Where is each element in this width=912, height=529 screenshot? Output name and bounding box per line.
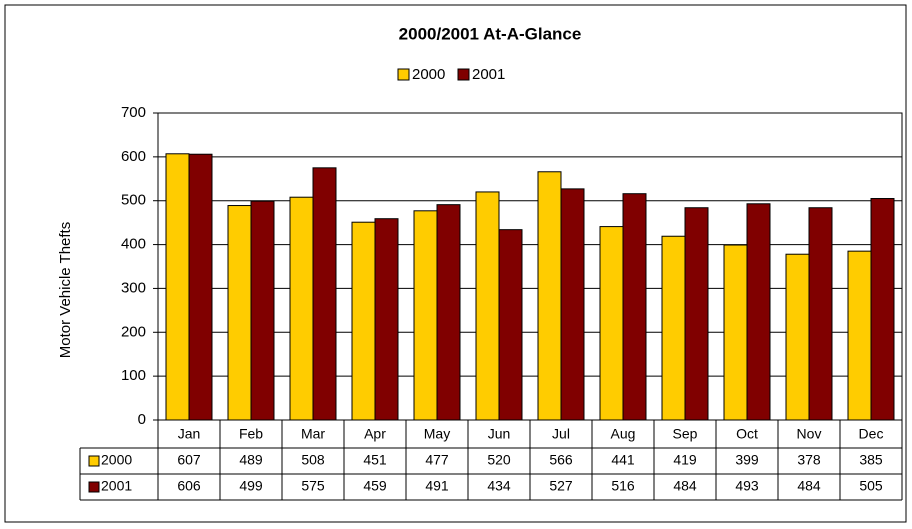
bar <box>723 244 748 421</box>
x-tick-label: Sep <box>673 426 698 442</box>
x-tick-label: Mar <box>301 426 325 442</box>
bar <box>289 196 314 421</box>
bar <box>746 203 771 421</box>
bar <box>475 191 500 421</box>
table-cell: 459 <box>363 478 387 494</box>
table-cell: 575 <box>301 478 325 494</box>
table-row-label: 2001 <box>101 478 132 494</box>
y-tick-label: 300 <box>121 279 146 296</box>
y-tick-label: 200 <box>121 323 146 340</box>
table-cell: 477 <box>425 452 449 468</box>
x-tick-label: Dec <box>859 426 884 442</box>
table-cell: 508 <box>301 452 325 468</box>
bar <box>684 207 709 421</box>
bar <box>374 218 399 421</box>
table-cell: 566 <box>549 452 573 468</box>
bar <box>188 153 213 421</box>
x-tick-label: Jan <box>178 426 201 442</box>
table-cell: 399 <box>735 452 759 468</box>
y-axis-label: Motor Vehicle Thefts <box>57 222 74 358</box>
table-cell: 527 <box>549 478 573 494</box>
bar <box>808 207 833 421</box>
bar <box>165 153 190 421</box>
chart-title: 2000/2001 At-A-Glance <box>399 24 582 43</box>
bar <box>413 210 438 421</box>
table-cell: 378 <box>797 452 821 468</box>
table-cell: 491 <box>425 478 449 494</box>
bar <box>498 229 523 421</box>
table-cell: 385 <box>859 452 883 468</box>
x-tick-label: Jul <box>552 426 570 442</box>
table-cell: 607 <box>177 452 201 468</box>
bar <box>599 226 624 421</box>
bar <box>847 250 872 421</box>
bar <box>537 171 562 421</box>
x-tick-label: Oct <box>736 426 758 442</box>
x-tick-label: May <box>424 426 450 442</box>
plot-area <box>157 112 903 421</box>
x-tick-label: Aug <box>611 426 636 442</box>
table-cell: 493 <box>735 478 759 494</box>
legend-label: 2001 <box>472 66 505 83</box>
bar <box>870 198 895 421</box>
legend-label: 2000 <box>412 66 445 83</box>
table-cell: 451 <box>363 452 387 468</box>
y-tick-label: 700 <box>121 104 146 121</box>
y-tick-label: 100 <box>121 367 146 384</box>
table-cell: 441 <box>611 452 635 468</box>
table-cell: 505 <box>859 478 883 494</box>
table-legend-key <box>88 455 100 467</box>
bar <box>351 221 376 421</box>
table-cell: 434 <box>487 478 511 494</box>
bar <box>250 200 275 421</box>
table-row-label: 2000 <box>101 452 132 468</box>
legend-swatch <box>397 68 410 81</box>
y-tick-label: 400 <box>121 236 146 253</box>
table-cell: 484 <box>673 478 697 494</box>
table-cell: 419 <box>673 452 697 468</box>
x-tick-label: Feb <box>239 426 263 442</box>
x-tick-label: Nov <box>797 426 822 442</box>
y-tick-label: 600 <box>121 148 146 165</box>
table-cell: 516 <box>611 478 635 494</box>
table-cell: 520 <box>487 452 511 468</box>
bar <box>227 205 252 421</box>
y-tick-label: 0 <box>138 411 146 428</box>
bar <box>312 167 337 421</box>
table-cell: 484 <box>797 478 821 494</box>
bar <box>436 204 461 421</box>
legend-swatch <box>457 68 470 81</box>
y-tick-label: 500 <box>121 192 146 209</box>
table-cell: 606 <box>177 478 201 494</box>
x-tick-label: Jun <box>488 426 511 442</box>
table-cell: 499 <box>239 478 263 494</box>
x-tick-label: Apr <box>364 426 386 442</box>
bar <box>785 253 810 421</box>
bar <box>661 235 686 421</box>
table-cell: 489 <box>239 452 263 468</box>
bar <box>560 188 585 421</box>
bar <box>622 193 647 421</box>
table-legend-key <box>88 481 100 493</box>
